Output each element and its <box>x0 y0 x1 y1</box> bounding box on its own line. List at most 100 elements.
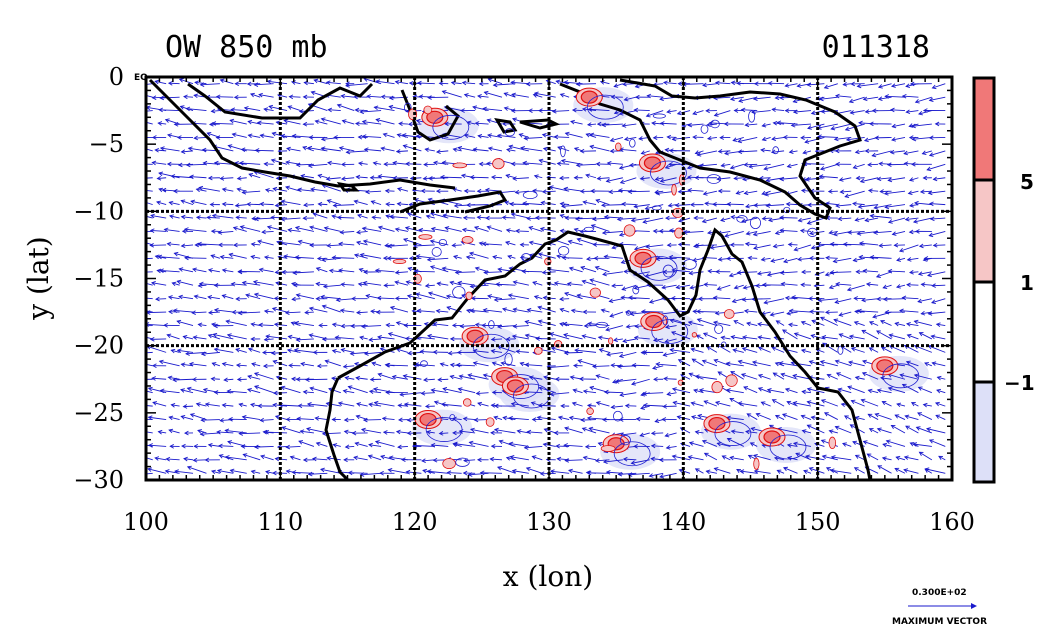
wind-vector <box>281 200 301 206</box>
wind-vector-head <box>866 453 872 458</box>
wind-vector-head <box>724 233 730 238</box>
wind-vector-head <box>341 119 347 124</box>
wind-vector-head <box>619 392 625 398</box>
wind-vector <box>397 134 409 138</box>
wind-vector <box>152 96 167 99</box>
wind-vector <box>506 457 516 461</box>
wind-vector-head <box>309 225 315 230</box>
wind-vector <box>453 443 476 447</box>
wind-vector-head <box>325 80 331 85</box>
wind-vector <box>726 417 744 420</box>
wind-vector <box>726 362 744 367</box>
wind-vector-head <box>780 372 786 378</box>
wind-vector-head <box>906 333 912 339</box>
wind-vector-head <box>791 295 796 300</box>
wind-vector-head <box>485 215 490 221</box>
wind-vector <box>362 135 382 138</box>
wind-vector-head <box>542 442 548 448</box>
wind-vector <box>450 375 462 380</box>
wind-vector-head <box>581 279 587 285</box>
wind-vector-head <box>613 337 618 343</box>
wind-vector-head <box>596 121 602 127</box>
wind-vector <box>546 80 556 85</box>
wind-vector <box>186 351 207 355</box>
wind-vector <box>378 175 395 179</box>
wind-vector <box>264 108 274 112</box>
wind-vector-head <box>493 427 499 433</box>
wind-vector-head <box>592 242 598 247</box>
borneo-coast <box>187 82 374 120</box>
wind-vector <box>375 269 395 273</box>
wind-vector-head <box>291 296 297 302</box>
wind-vector-head <box>797 256 802 262</box>
small-negative-contour <box>504 353 513 366</box>
wind-vector <box>929 203 946 206</box>
wind-vector <box>908 190 919 194</box>
wind-vector <box>643 392 664 395</box>
wind-vector-head <box>186 465 192 471</box>
wind-vector-head <box>176 348 182 354</box>
wind-vector-head <box>919 189 925 194</box>
wind-vector-head <box>487 133 492 138</box>
wind-vector <box>560 93 570 98</box>
wind-vector <box>703 332 718 340</box>
wind-vector <box>527 309 543 313</box>
wind-vector <box>462 82 476 85</box>
wind-vector <box>186 163 207 166</box>
wind-vector <box>693 389 704 394</box>
wind-vector <box>407 213 422 219</box>
wind-vector-head <box>665 445 671 450</box>
wind-vector <box>695 375 717 380</box>
wind-vector-head <box>730 214 736 220</box>
wind-vector <box>301 175 314 179</box>
wind-vector-head <box>323 226 329 231</box>
wind-vector <box>214 162 234 165</box>
wind-vector-head <box>137 230 141 234</box>
wind-vector <box>715 401 731 407</box>
wind-vector <box>364 148 382 152</box>
wind-vector-head <box>449 280 455 286</box>
small-positive-contour <box>492 158 505 170</box>
wind-vector <box>636 418 650 420</box>
wind-vector <box>911 402 919 407</box>
wind-vector-head <box>189 413 195 418</box>
wind-vector <box>249 173 261 179</box>
small-negative-contour <box>837 345 844 355</box>
wind-vector <box>900 374 919 380</box>
wind-vector <box>511 81 529 85</box>
wind-vector <box>363 419 382 421</box>
wind-vector-head <box>563 350 569 356</box>
x-tick-label: 130 <box>526 508 572 536</box>
wind-vector-head <box>820 439 826 444</box>
wind-vector <box>851 347 865 353</box>
wind-vector <box>807 401 825 407</box>
wind-vector-head <box>918 243 924 249</box>
wind-vector <box>295 322 314 326</box>
wind-vector-head <box>853 467 859 472</box>
wind-vector-head <box>172 188 178 194</box>
wind-vector-head <box>638 136 643 141</box>
wind-vector <box>740 470 758 474</box>
wind-vector <box>285 311 301 314</box>
wind-vector <box>749 163 771 168</box>
wind-vector <box>597 177 610 180</box>
wind-vector-head <box>425 214 431 219</box>
wind-vector <box>758 387 771 394</box>
wind-vector-head <box>343 429 349 435</box>
wind-vector-head <box>597 441 603 447</box>
wind-vector-head <box>742 335 747 340</box>
wind-vector-head <box>696 309 701 314</box>
wind-vector-head <box>344 375 350 381</box>
small-negative-contour <box>662 315 669 326</box>
wind-vector <box>582 335 597 340</box>
wind-vector <box>876 330 892 340</box>
small-negative-contour <box>632 285 640 295</box>
wind-vector <box>168 82 180 85</box>
wind-vector <box>583 456 597 461</box>
x-tick-label: 110 <box>257 508 303 536</box>
wind-vector-head <box>430 442 436 448</box>
wind-vector <box>322 257 341 261</box>
wind-vector <box>807 424 825 434</box>
wind-vector-head <box>720 163 726 168</box>
wind-vector <box>649 298 664 303</box>
